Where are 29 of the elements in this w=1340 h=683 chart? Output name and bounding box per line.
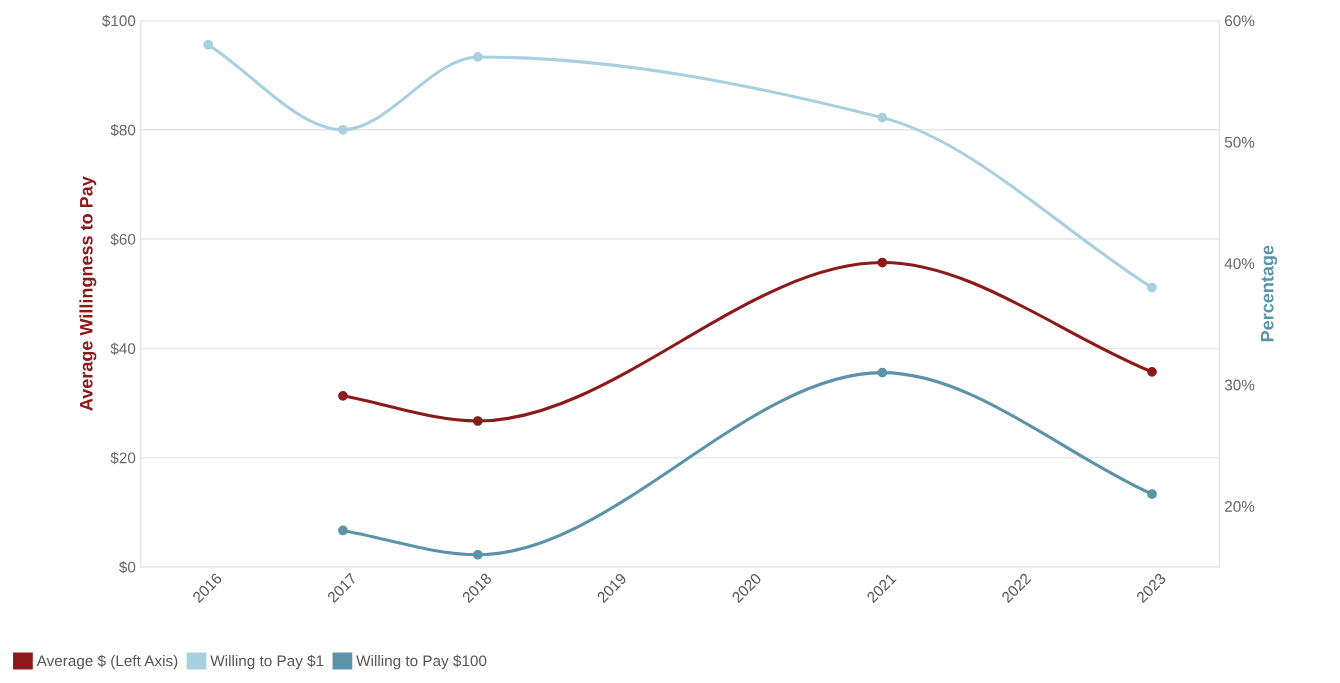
point [877, 112, 888, 123]
legend-label: Average $ (Left Axis) [36, 654, 178, 670]
point [338, 391, 348, 401]
y-tick-label: $60 [110, 233, 136, 246]
legend-label: Willing to Pay $100 [356, 654, 487, 670]
point [1147, 282, 1157, 293]
y-tick-label: $20 [110, 451, 136, 465]
y-tick-label: $0 [119, 561, 136, 574]
y2-tick-label: 50% [1224, 136, 1255, 148]
legend-label: Willing to Pay $1 [210, 654, 324, 670]
point [472, 549, 483, 560]
y-tick-label: $100 [102, 14, 136, 28]
point [877, 257, 888, 268]
y-axis-title: Average Willingness to Pay [79, 176, 97, 411]
y-tick-label: $40 [110, 342, 136, 355]
point [1147, 366, 1157, 377]
point [877, 367, 888, 378]
point [338, 525, 348, 536]
y2-tick-label: 60% [1225, 15, 1255, 27]
point [472, 416, 483, 426]
y2-tick-label: 30% [1224, 379, 1255, 391]
y-tick-label: $80 [110, 124, 136, 137]
y2-axis-title: Percentage [1260, 245, 1278, 342]
point [1147, 489, 1157, 499]
point [472, 52, 483, 62]
y2-tick-label: 20% [1225, 501, 1255, 512]
y2-tick-label: 40% [1224, 258, 1255, 270]
point [203, 39, 213, 50]
point [338, 124, 348, 135]
